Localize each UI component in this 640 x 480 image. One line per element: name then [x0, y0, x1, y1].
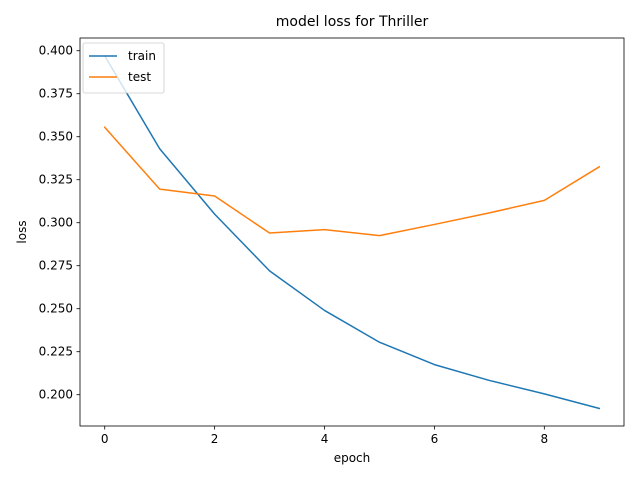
plot-frame	[79, 37, 625, 427]
legend-label-test: test	[128, 70, 151, 84]
plot-area: 0 2 4 6 8 0.200 0.225 0.250 0.275 0.300 0.325 0.350…	[39, 37, 625, 446]
y-tick-label: 0.375	[39, 87, 73, 101]
legend: train test	[82, 42, 165, 94]
x-axis-label: epoch	[334, 451, 371, 465]
x-tick-label: 8	[541, 432, 549, 446]
y-tick-label: 0.325	[39, 173, 73, 187]
y-tick-label: 0.300	[39, 216, 73, 230]
y-tick-label: 0.275	[39, 259, 73, 273]
x-tick-label: 6	[431, 432, 439, 446]
y-tick-label: 0.225	[39, 345, 73, 359]
y-tick-label: 0.400	[39, 44, 73, 58]
chart-title: model loss for Thriller	[276, 14, 429, 30]
y-tick-label: 0.350	[39, 130, 73, 144]
legend-label-train: train	[128, 49, 156, 63]
x-tick-label: 2	[211, 432, 219, 446]
series-line-test	[103, 126, 601, 237]
y-tick-label: 0.250	[39, 302, 73, 316]
series-line-train	[103, 54, 601, 410]
y-axis-label: loss	[15, 220, 29, 243]
x-tick-label: 4	[321, 432, 329, 446]
x-tick-label: 0	[101, 432, 109, 446]
y-tick-label: 0.200	[39, 388, 73, 402]
